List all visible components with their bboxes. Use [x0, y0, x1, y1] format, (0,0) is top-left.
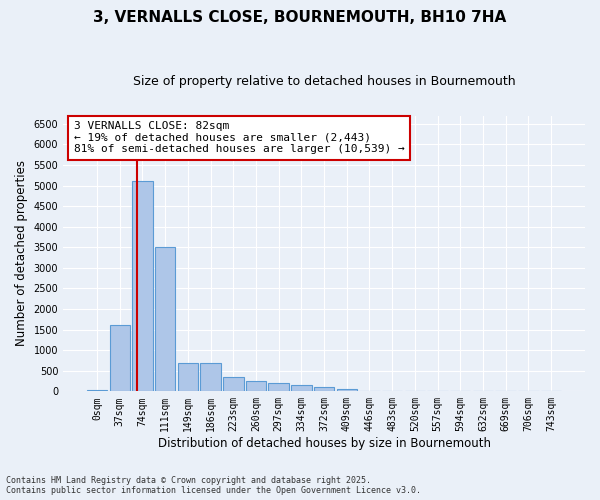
Bar [223, 377, 244, 392]
Title: Size of property relative to detached houses in Bournemouth: Size of property relative to detached ho… [133, 75, 515, 88]
Bar [246, 381, 266, 392]
Bar [110, 326, 130, 392]
Text: 3 VERNALLS CLOSE: 82sqm
← 19% of detached houses are smaller (2,443)
81% of semi: 3 VERNALLS CLOSE: 82sqm ← 19% of detache… [74, 121, 404, 154]
Y-axis label: Number of detached properties: Number of detached properties [15, 160, 28, 346]
Bar [155, 248, 175, 392]
Bar [314, 387, 334, 392]
Bar [200, 364, 221, 392]
Bar [268, 383, 289, 392]
Text: 3, VERNALLS CLOSE, BOURNEMOUTH, BH10 7HA: 3, VERNALLS CLOSE, BOURNEMOUTH, BH10 7HA [94, 10, 506, 25]
Bar [87, 390, 107, 392]
Bar [132, 182, 153, 392]
Bar [178, 362, 198, 392]
X-axis label: Distribution of detached houses by size in Bournemouth: Distribution of detached houses by size … [158, 437, 491, 450]
Bar [337, 390, 357, 392]
Text: Contains HM Land Registry data © Crown copyright and database right 2025.
Contai: Contains HM Land Registry data © Crown c… [6, 476, 421, 495]
Bar [291, 385, 311, 392]
